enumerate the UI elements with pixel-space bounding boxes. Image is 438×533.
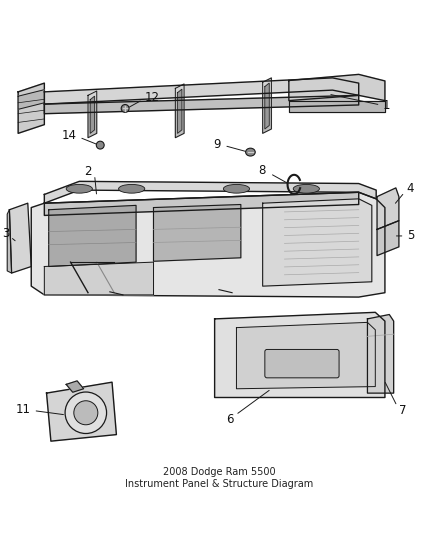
Text: 7: 7 <box>399 404 407 417</box>
Text: 6: 6 <box>226 413 233 426</box>
Polygon shape <box>289 101 385 111</box>
Text: 4: 4 <box>407 182 414 195</box>
Ellipse shape <box>96 141 104 149</box>
Polygon shape <box>289 75 385 101</box>
Text: 1: 1 <box>383 99 390 112</box>
Polygon shape <box>88 91 97 138</box>
Ellipse shape <box>65 392 106 433</box>
FancyBboxPatch shape <box>265 350 339 378</box>
Ellipse shape <box>121 104 129 112</box>
Text: 8: 8 <box>258 164 266 177</box>
Ellipse shape <box>293 184 319 193</box>
Polygon shape <box>44 78 359 104</box>
Polygon shape <box>18 90 44 109</box>
Polygon shape <box>263 199 372 286</box>
Ellipse shape <box>246 148 255 156</box>
Polygon shape <box>90 96 95 133</box>
Polygon shape <box>377 221 399 256</box>
Text: 3: 3 <box>2 227 10 240</box>
Polygon shape <box>237 322 375 389</box>
Polygon shape <box>44 192 359 215</box>
Ellipse shape <box>74 401 98 425</box>
Polygon shape <box>10 203 31 273</box>
Polygon shape <box>377 188 399 229</box>
Ellipse shape <box>223 184 250 193</box>
Polygon shape <box>7 210 12 273</box>
Polygon shape <box>46 382 117 441</box>
Ellipse shape <box>119 184 145 193</box>
Polygon shape <box>18 83 44 133</box>
Polygon shape <box>215 312 385 398</box>
Polygon shape <box>44 262 153 295</box>
Polygon shape <box>153 205 241 261</box>
Text: 2: 2 <box>84 165 92 178</box>
Polygon shape <box>265 83 269 129</box>
Polygon shape <box>175 84 184 138</box>
Text: 11: 11 <box>15 403 30 416</box>
Polygon shape <box>263 78 272 133</box>
Polygon shape <box>66 381 84 392</box>
Polygon shape <box>44 95 359 114</box>
Text: 12: 12 <box>145 91 160 104</box>
Ellipse shape <box>66 184 92 193</box>
Polygon shape <box>367 314 394 393</box>
Text: 5: 5 <box>407 229 414 243</box>
Polygon shape <box>49 205 136 266</box>
Text: 9: 9 <box>213 138 221 151</box>
Polygon shape <box>44 181 376 203</box>
Polygon shape <box>177 89 182 133</box>
Text: 2008 Dodge Ram 5500
Instrument Panel & Structure Diagram: 2008 Dodge Ram 5500 Instrument Panel & S… <box>125 467 313 489</box>
Text: 14: 14 <box>62 129 77 142</box>
Polygon shape <box>31 192 385 297</box>
